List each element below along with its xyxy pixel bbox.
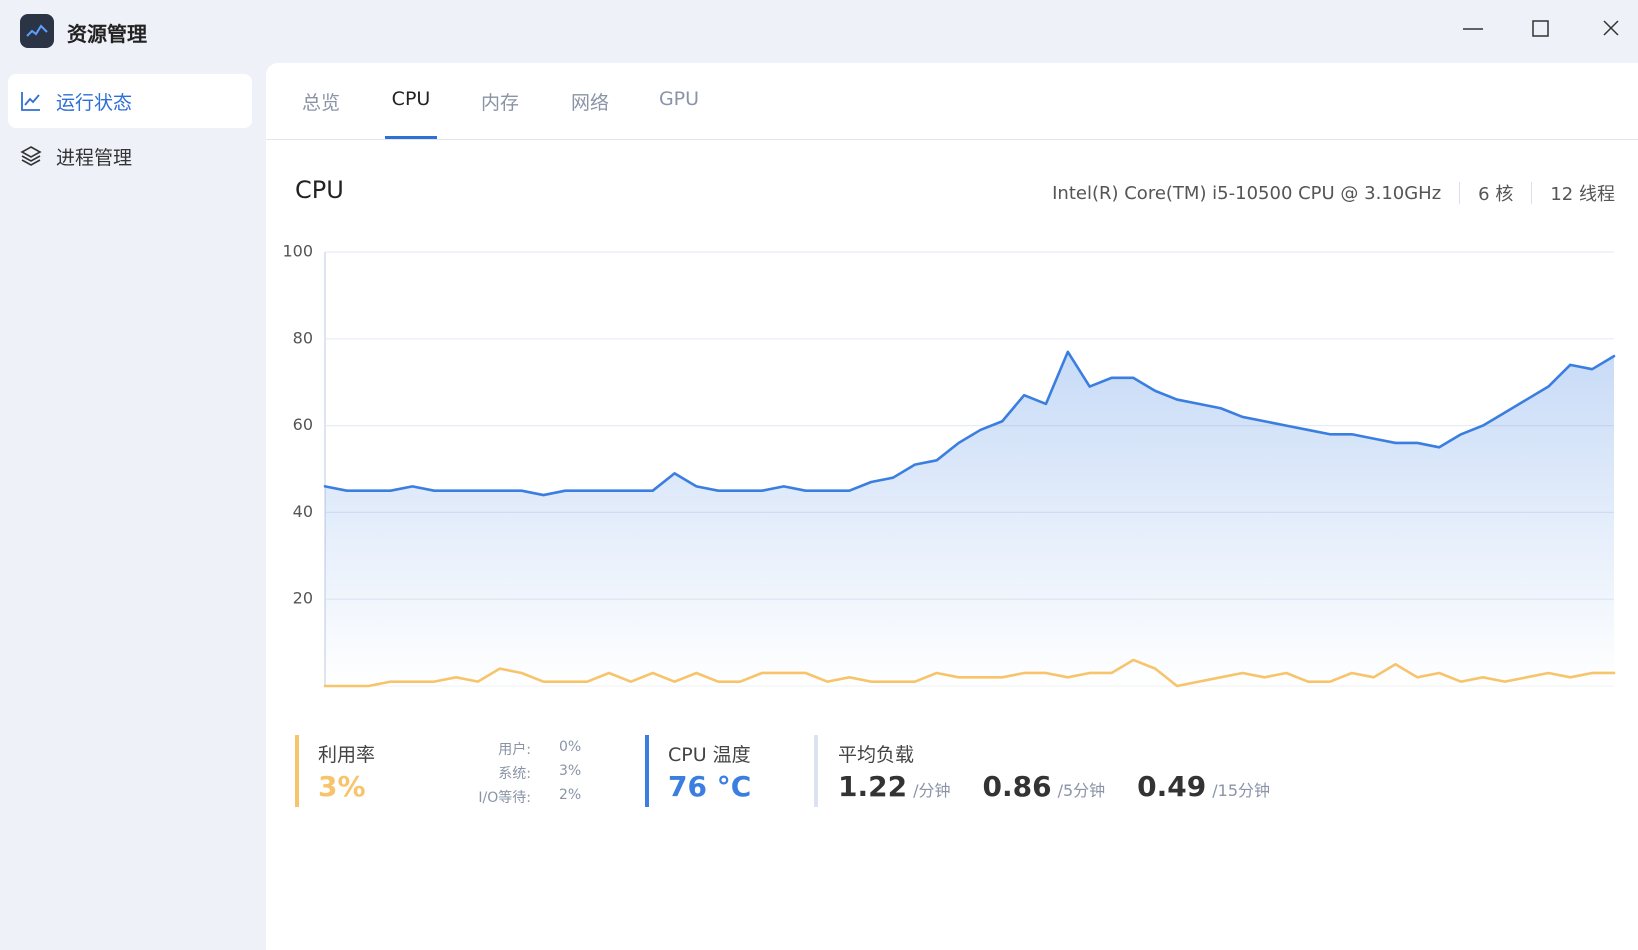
stat-value: 3% — [318, 770, 366, 803]
breakdown-value: 2% — [559, 787, 582, 803]
window-controls — [1463, 20, 1619, 37]
breakdown-value: 3% — [559, 763, 582, 779]
y-tick-label: 80 — [293, 328, 313, 347]
breakdown-value: 0% — [559, 739, 582, 755]
y-tick-label: 40 — [293, 502, 313, 521]
tab[interactable]: 总览 — [301, 92, 341, 114]
close-button[interactable] — [1603, 20, 1619, 36]
tab-divider — [266, 139, 1638, 140]
cpu-chart: 20 40 60 80 100 — [282, 242, 1616, 688]
cpu-info: Intel(R) Core(TM) i5-10500 CPU @ 3.10GHz… — [1052, 180, 1615, 206]
breakdown-label: 系统: — [498, 766, 531, 782]
stat-label: 利用率 — [318, 744, 376, 766]
separator — [1531, 182, 1533, 204]
accent-bar — [295, 735, 299, 807]
separator — [1459, 182, 1461, 204]
area — [325, 351, 1614, 686]
load-period: /5分钟 — [1057, 781, 1106, 800]
load-value: 1.22 — [838, 770, 908, 803]
stat-label: CPU 温度 — [668, 744, 751, 766]
line — [323, 350, 1616, 497]
sidebar-item[interactable]: 进程管理 — [8, 129, 252, 183]
cpu-threads: 12 线程 — [1550, 184, 1615, 205]
breakdown-label: 用户: — [498, 742, 531, 758]
tab[interactable]: CPU — [391, 88, 431, 110]
tab[interactable]: GPU — [658, 88, 700, 110]
app-icon — [20, 14, 54, 48]
load-value: 0.49 — [1137, 770, 1207, 803]
window-title: 资源管理 — [67, 22, 147, 46]
y-tick-label: 100 — [282, 242, 313, 261]
tab-indicator — [385, 136, 437, 139]
accent-bar — [814, 735, 818, 807]
line — [323, 658, 1616, 688]
icon — [20, 146, 42, 166]
stat-label: 平均负载 — [838, 744, 915, 766]
sidebar-label: 进程管理 — [56, 146, 133, 169]
load-period: /分钟 — [913, 781, 951, 800]
tab[interactable]: 内存 — [480, 92, 520, 114]
section-title: CPU — [295, 176, 344, 204]
icon — [21, 92, 40, 111]
cpu-cores: 6 核 — [1478, 184, 1514, 205]
y-tick-label: 60 — [293, 415, 313, 434]
tab[interactable]: 网络 — [570, 92, 610, 114]
load-period: /15分钟 — [1212, 781, 1271, 800]
cpu-model: Intel(R) Core(TM) i5-10500 CPU @ 3.10GHz — [1052, 182, 1442, 204]
sidebar-item[interactable]: 运行状态 — [8, 74, 252, 128]
stat-value: 76 °C — [668, 770, 752, 803]
maximize-button[interactable] — [1532, 20, 1549, 37]
sidebar-label: 运行状态 — [56, 91, 133, 114]
accent-bar — [645, 735, 649, 807]
y-tick-label: 20 — [293, 589, 313, 608]
load-value: 0.86 — [982, 770, 1052, 803]
load-values: 1.22 /分钟 0.86 /5分钟 0.49 /15分钟 — [838, 770, 1270, 803]
breakdown-label: I/O等待: — [478, 790, 531, 806]
app-icon-graphic — [26, 24, 48, 37]
